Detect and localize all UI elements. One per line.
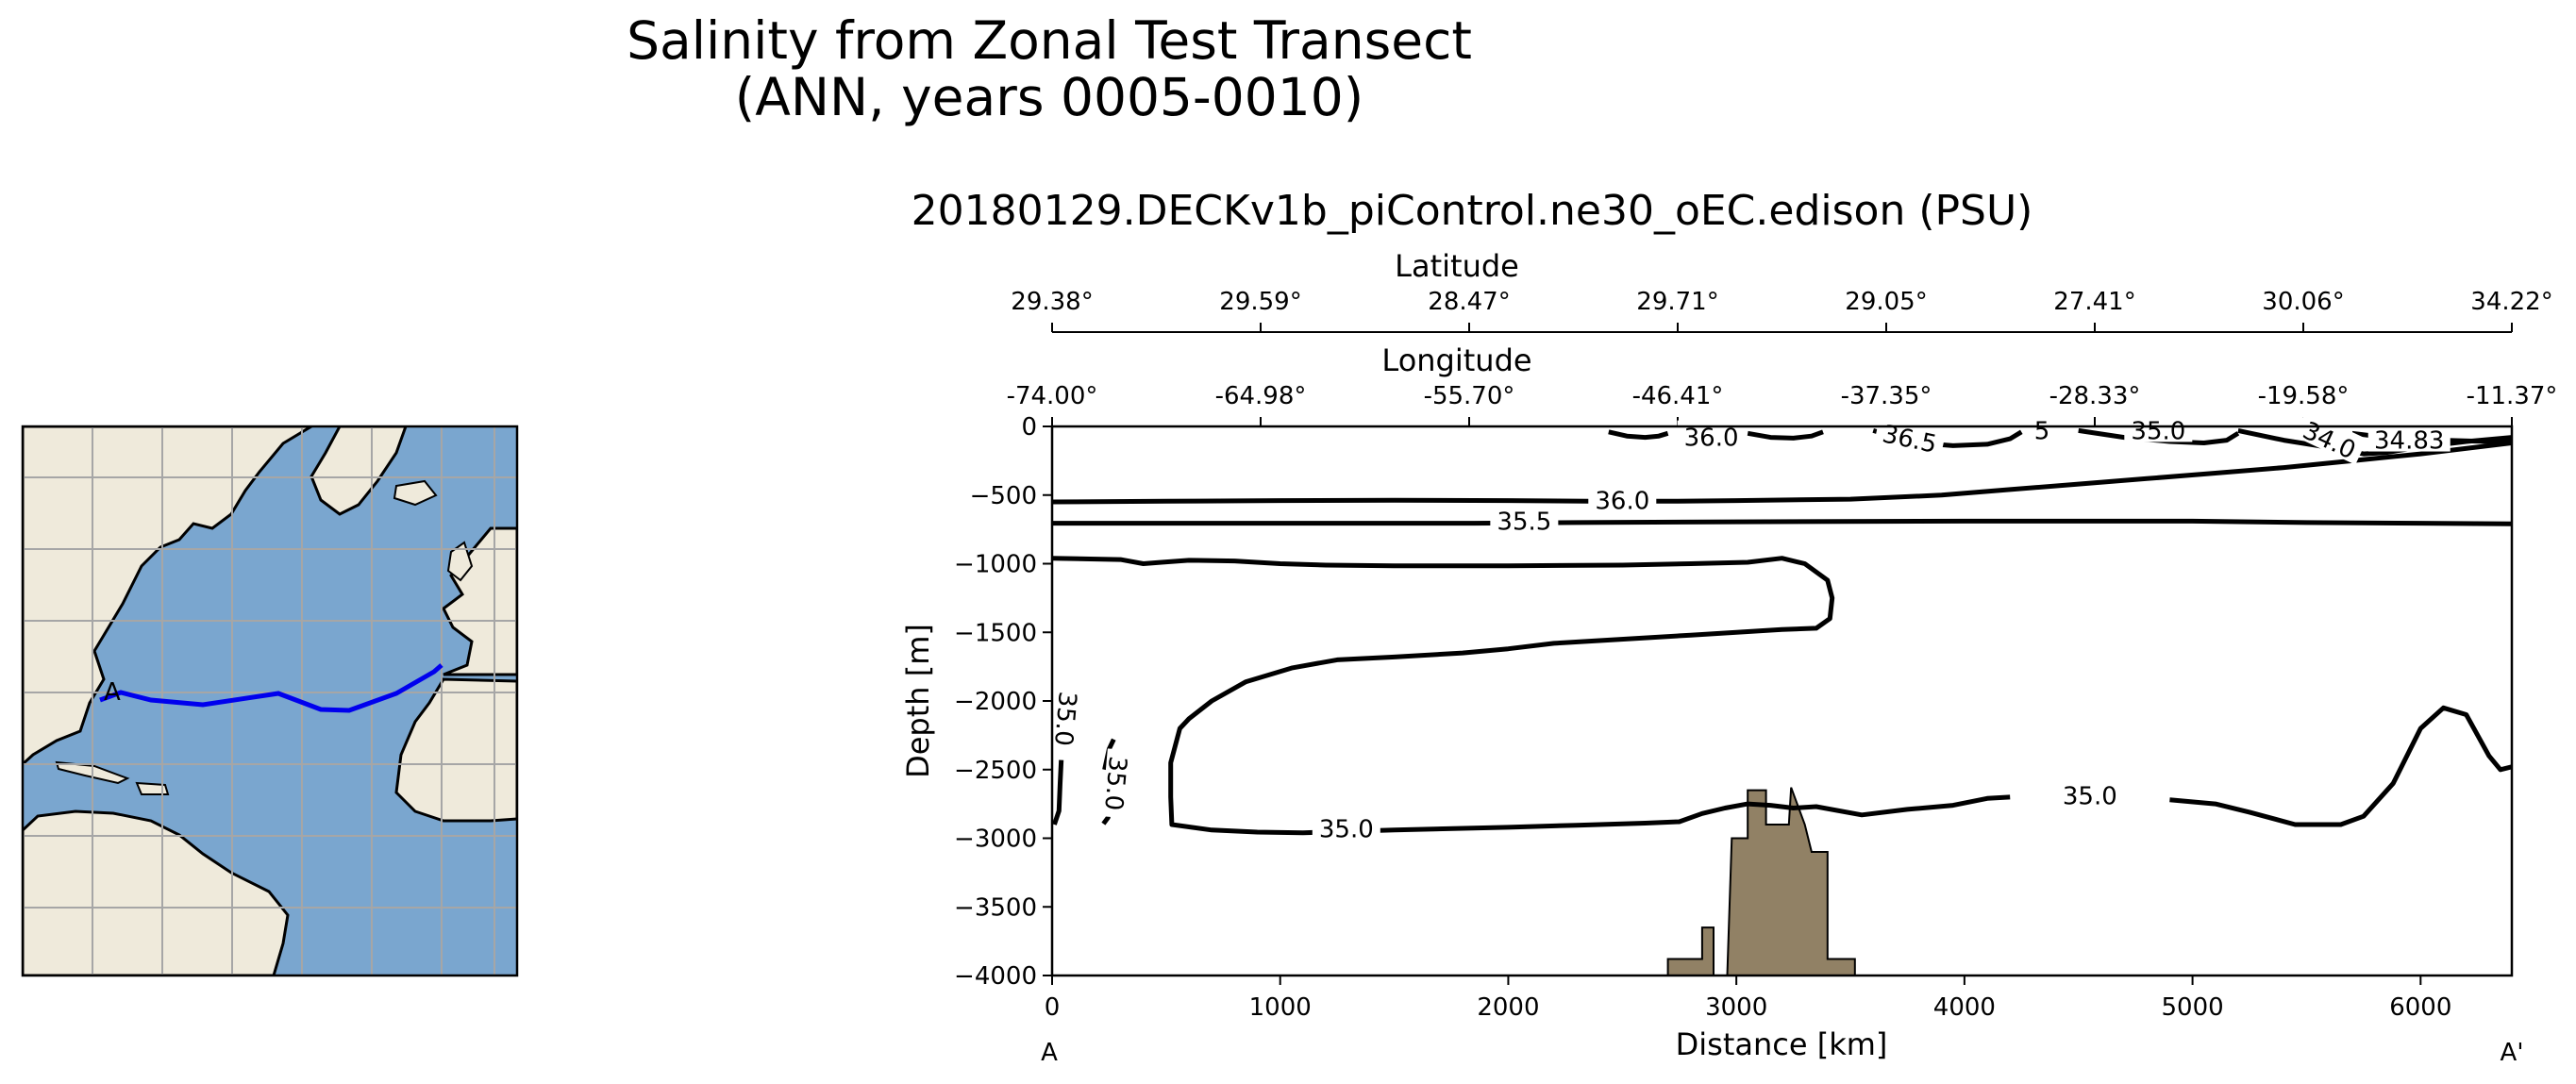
contour-label-text: 36.0 [1684, 425, 1739, 453]
x-tick-label: 1000 [1249, 993, 1312, 1022]
longitude-tick-label: -19.58° [2258, 382, 2350, 410]
latitude-tick-label: 34.22° [2470, 288, 2552, 316]
contour-label-text: 35.5 [1497, 508, 1551, 536]
contour-label: 35.0 [2124, 413, 2193, 445]
contour-label-text: 35.0 [2063, 782, 2117, 810]
map-land-iceland [393, 479, 438, 507]
map-land-british-isles [446, 541, 474, 582]
y-tick-label: −500 [970, 482, 1037, 510]
contour-label-text: 35.0 [2131, 417, 2185, 445]
figure-title-line2: (ANN, years 0005-0010) [735, 67, 1363, 127]
y-tick-label: −1500 [954, 619, 1037, 647]
map-transect-line [99, 663, 443, 713]
x-axis-ticks: 0 1000 2000 3000 4000 5000 6000 [1045, 976, 2451, 1022]
contour-label: 36.0 [1588, 483, 1657, 516]
longitude-tick-label: -55.70° [1424, 382, 1515, 410]
longitude-axis-ticks: -74.00° -64.98° -55.70° -46.41° -37.35° -28.3… [1007, 382, 2558, 426]
map-land-hispaniola [135, 781, 170, 795]
plot-area [1052, 427, 2512, 976]
contour-label-text: 5 [2034, 417, 2050, 445]
contour-label-text: 36.0 [1595, 488, 1649, 516]
contour-line-35 [1052, 759, 1064, 826]
contour-labels: 36.0 36.5 5 35.0 34.0 34.83 36.0 35.5 35.0 35.0 35… [1048, 410, 2451, 843]
contour-line-35-5 [2078, 427, 2240, 445]
contour-label-text: 35.0 [1098, 755, 1131, 811]
location-map: A [21, 425, 519, 977]
y-tick-label: −3500 [954, 893, 1037, 922]
contour-label: 35.5 [1490, 504, 1559, 536]
longitude-tick-label: -37.35° [1841, 382, 1932, 410]
figure-title-line1: Salinity from Zonal Test Transect [627, 10, 1472, 71]
latitude-axis-ticks: 29.38° 29.59° 28.47° 29.71° 29.05° 27.41° 30.0… [1011, 288, 2553, 332]
longitude-tick-label: -46.41° [1632, 382, 1724, 410]
contour-label: 34.0 [2293, 410, 2367, 465]
longitude-tick-label: -74.00° [1007, 382, 1098, 410]
longitude-axis-label: Longitude [1381, 342, 1531, 378]
contour-label: 35.0 [1312, 811, 1380, 843]
y-tick-label: −3000 [954, 826, 1037, 854]
y-tick-label: −2500 [954, 757, 1037, 785]
contour-line-35 [2169, 705, 2512, 827]
x-tick-label: 2000 [1477, 993, 1539, 1022]
contour-label-text: 35.0 [1048, 691, 1081, 747]
latitude-axis-label: Latitude [1395, 248, 1519, 284]
contour-line-35 [1052, 556, 2011, 836]
contour-label: 34.83 [2367, 423, 2451, 456]
contour-label: 35.0 [1098, 748, 1136, 819]
longitude-tick-label: -11.37° [2467, 382, 2558, 410]
latitude-tick-label: 29.38° [1011, 288, 1093, 316]
contour-label-text: 34.83 [2374, 427, 2444, 456]
y-tick-label: −1000 [954, 551, 1037, 579]
latitude-tick-label: 28.47° [1428, 288, 1510, 316]
y-tick-label: −2000 [954, 688, 1037, 716]
map-land-africa [394, 677, 517, 823]
y-tick-label: −4000 [954, 962, 1037, 991]
contour-line-35-5 [1052, 518, 2512, 526]
latitude-tick-label: 29.71° [1636, 288, 1718, 316]
contour-label: 5 [2029, 413, 2055, 445]
contour-label: 36.0 [1677, 420, 1746, 453]
x-tick-label: 4000 [1933, 993, 1996, 1022]
chart-title: 20180129.DECKv1b_piControl.ne30_oEC.edis… [912, 187, 2033, 235]
longitude-tick-label: -28.33° [2049, 382, 2141, 410]
x-tick-label: 6000 [2389, 993, 2451, 1022]
x-axis-label: Distance [km] [1676, 1026, 1888, 1062]
latitude-tick-label: 29.05° [1845, 288, 1927, 316]
map-land-south-america [23, 809, 290, 976]
contour-label: 35.0 [2055, 778, 2124, 810]
contour-line-34 [2237, 427, 2512, 457]
y-axis-label: Depth [m] [900, 624, 936, 778]
section-end-label: A' [2501, 1039, 2524, 1067]
contour-label: 36.5 [1874, 415, 1947, 459]
contour-lines [1052, 427, 2512, 836]
contour-line-36 [1052, 441, 2512, 505]
contour-line-36 [1747, 429, 1824, 441]
x-tick-label: 5000 [2162, 993, 2224, 1022]
x-tick-label: 3000 [1705, 993, 1767, 1022]
map-land-greenland [309, 426, 408, 516]
section-start-label: A [1041, 1039, 1058, 1067]
map-frame [21, 425, 519, 977]
contour-label-text: 35.0 [1319, 815, 1374, 843]
map-start-label: A [104, 678, 121, 707]
x-tick-label: 0 [1045, 993, 1061, 1022]
transect-chart: 20180129.DECKv1b_piControl.ne30_oEC.edis… [900, 187, 2557, 1067]
latitude-tick-label: 29.59° [1219, 288, 1301, 316]
latitude-tick-label: 27.41° [2053, 288, 2135, 316]
contour-label: 35.0 [1048, 684, 1086, 755]
y-axis-ticks: 0 −500 −1000 −1500 −2000 −2500 −3000 −3500 −4000 [954, 413, 1052, 991]
latitude-tick-label: 30.06° [2262, 288, 2344, 316]
seafloor-topography [1666, 787, 1856, 976]
y-tick-label: 0 [1021, 413, 1037, 442]
longitude-tick-label: -64.98° [1215, 382, 1307, 410]
contour-line-36 [1608, 429, 1669, 441]
